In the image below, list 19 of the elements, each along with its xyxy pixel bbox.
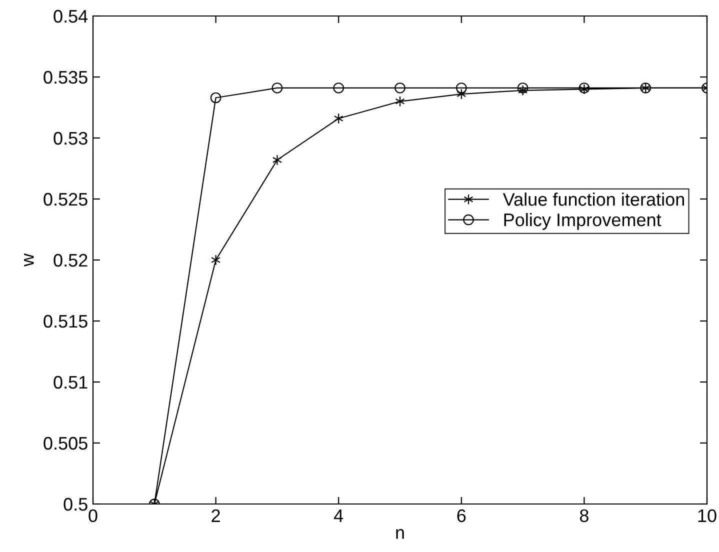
x-tick-label: 6 — [457, 509, 466, 522]
y-tick-label: 0.51 — [54, 376, 88, 389]
y-axis-title: w — [24, 253, 34, 267]
y-tick-label: 0.53 — [54, 132, 88, 145]
y-tick-label: 0.525 — [44, 192, 88, 206]
y-tick-label: 0.5 — [64, 498, 88, 511]
legend-label: Value function iteration — [502, 192, 684, 206]
x-axis-title: n — [396, 529, 404, 539]
y-tick-label: 0.52 — [54, 254, 88, 267]
y-tick-label: 0.54 — [54, 10, 88, 23]
y-tick-label: 0.505 — [44, 436, 88, 450]
legend-label: Policy Improvement — [504, 213, 662, 230]
x-tick-label: 2 — [212, 509, 220, 522]
x-tick-label: 0 — [88, 509, 98, 522]
x-tick-label: 4 — [334, 510, 344, 522]
x-tick-label: 8 — [580, 509, 588, 522]
y-tick-label: 0.515 — [44, 314, 88, 328]
y-tick-label: 0.535 — [44, 70, 88, 84]
x-tick-label: 10 — [698, 509, 716, 522]
